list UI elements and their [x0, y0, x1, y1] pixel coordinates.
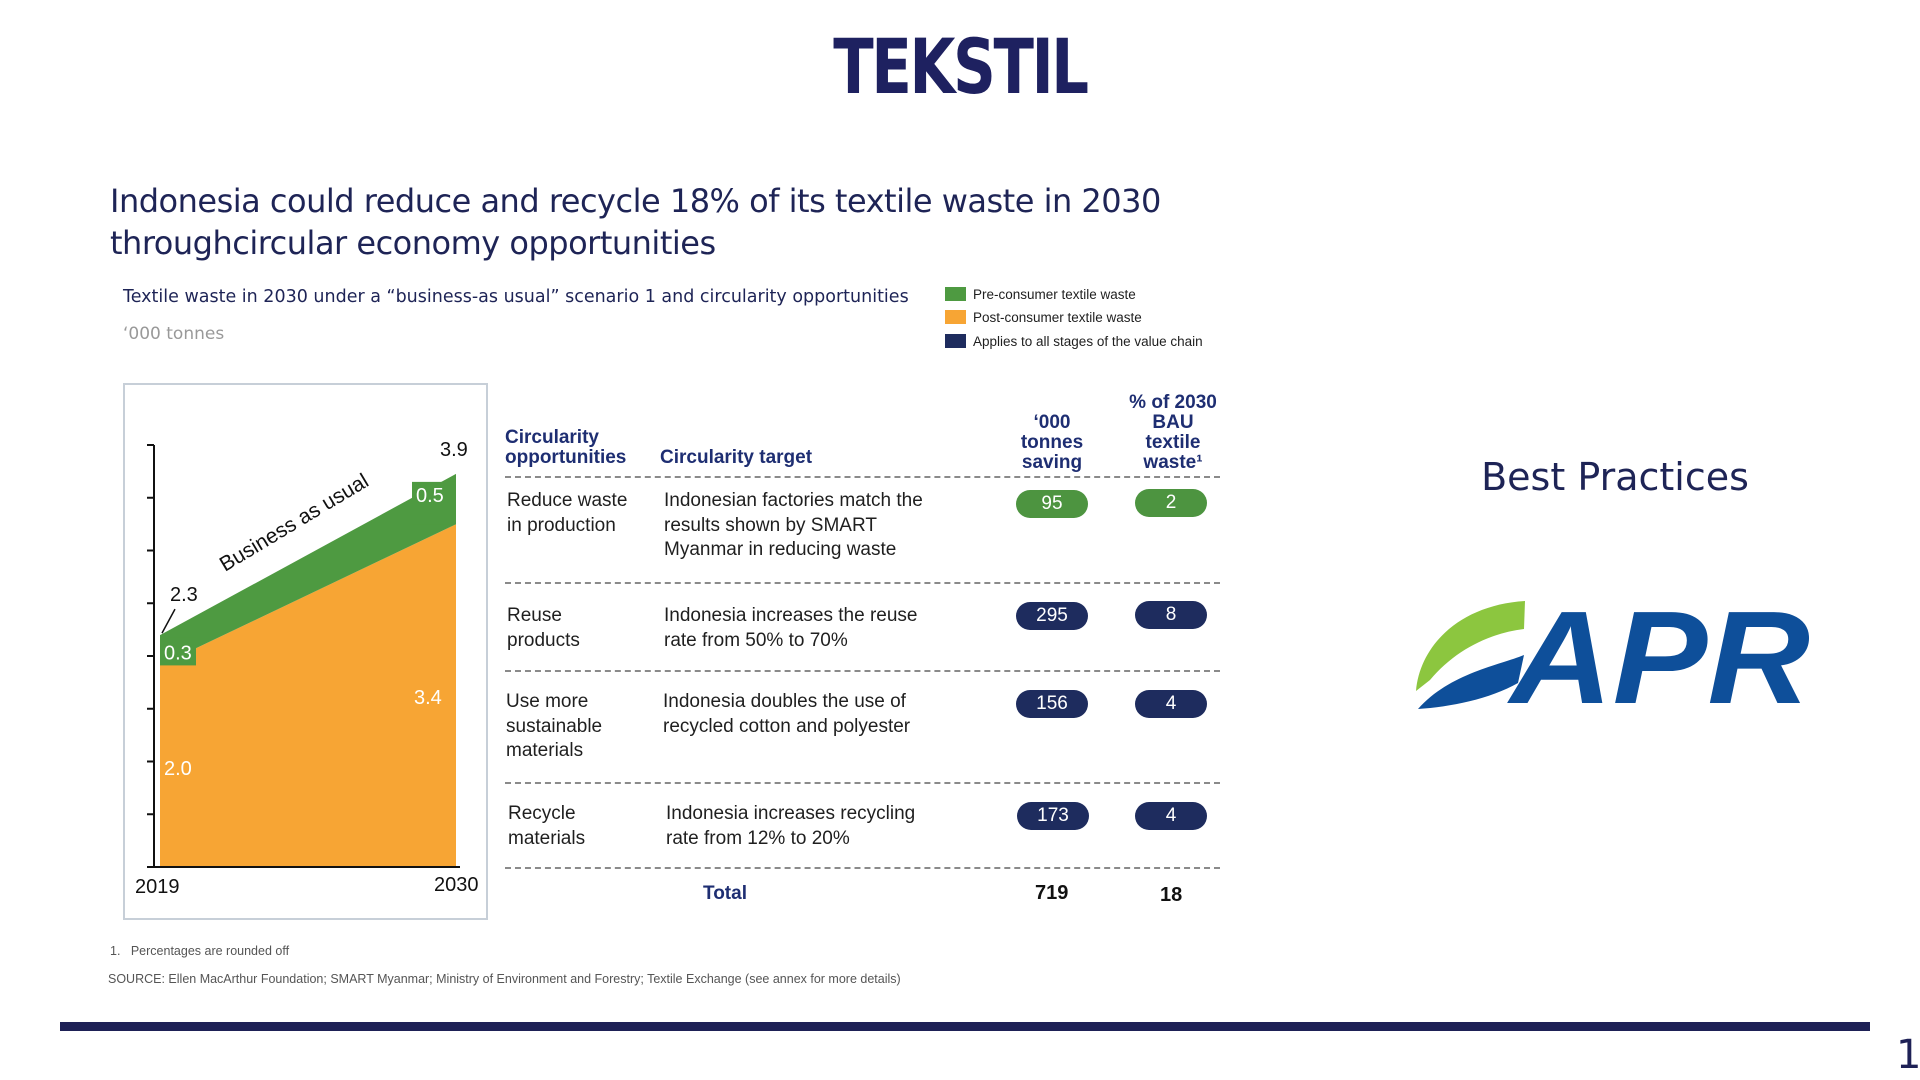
cell-line: Indonesia doubles the use of [663, 691, 906, 712]
cell-line: in production [507, 514, 616, 536]
header-opportunities-line: opportunities [505, 447, 627, 468]
cell-line: sustainable [506, 715, 603, 737]
x-tick-label-2019: 2019 [135, 876, 180, 898]
table-row-4-target: Indonesia increases recycling rate from … [666, 802, 915, 851]
legend-swatch [945, 334, 966, 349]
header-percent: % of 2030 BAU textile waste¹ [1118, 393, 1228, 473]
slide-title: TEKSTIL [833, 22, 1089, 111]
legend-label: Pre-consumer textile waste [973, 286, 1136, 302]
legend-label: Post-consumer textile waste [973, 309, 1142, 325]
header-saving-line: tonnes [1020, 432, 1084, 453]
saving-pill: 295 [1016, 602, 1088, 630]
logo-wordmark: APR [1507, 595, 1810, 715]
area-post-consumer [160, 524, 456, 867]
header-opportunities: Circularity opportunities [505, 428, 626, 468]
table-divider [505, 782, 1220, 784]
label-box-pre-2019 [160, 637, 196, 666]
header-percent-line: waste¹ [1143, 452, 1203, 473]
percent-pill: 2 [1135, 489, 1207, 517]
data-label-pre-2030: 0.5 [416, 485, 444, 507]
table-divider [505, 670, 1220, 672]
total-saving: 719 [1035, 882, 1069, 904]
headline-line-1: Indonesia could reduce and recycle 18% o… [110, 182, 1161, 220]
header-saving-line: ‘000 [1033, 412, 1071, 433]
cell-line: Use more [506, 691, 589, 712]
header-target: Circularity target [660, 447, 813, 468]
source-note: SOURCE: Ellen MacArthur Foundation; SMAR… [108, 972, 901, 986]
header-saving-line: saving [1021, 452, 1083, 473]
table-row-2-opportunity: Reuse products [507, 604, 580, 653]
footnote: 1. Percentages are rounded off [110, 944, 290, 958]
x-tick-label-2030: 2030 [434, 874, 479, 896]
cell-line: materials [506, 740, 584, 761]
table-row-1-opportunity: Reduce waste in production [507, 489, 627, 538]
leader-line-2019 [161, 608, 176, 634]
cell-line: recycled cotton and polyester [663, 715, 911, 737]
table-row-4-opportunity: Recycle materials [508, 802, 585, 851]
cell-line: Indonesian factories match the [664, 490, 923, 511]
total-label: Total [703, 883, 747, 904]
saving-pill: 173 [1017, 802, 1089, 830]
chart-frame: 0.3 0.5 2.0 3.4 2.3 3.9 2019 2030 Business as us… [123, 383, 488, 920]
chart-subtitle: Textile waste in 2030 under a “business-… [123, 287, 909, 307]
cell-line: rate from 50% to 70% [664, 629, 848, 651]
cell-line: Indonesia increases recycling [666, 803, 916, 824]
bottom-rule [60, 1022, 1870, 1031]
headline: Indonesia could reduce and recycle 18% o… [110, 180, 1270, 264]
table-divider [505, 476, 1220, 478]
legend-item-value-chain: Applies to all stages of the value chain [945, 333, 1203, 351]
data-label-post-2019: 2.0 [164, 758, 192, 780]
cell-line: rate from 12% to 20% [666, 827, 850, 849]
headline-line-2: throughcircular economy opportunities [110, 224, 716, 262]
header-opportunities-line: Circularity [505, 427, 599, 448]
area-pre-consumer [160, 473, 456, 666]
header-saving: ‘000 tonnes saving [1010, 413, 1094, 473]
data-label-total-2030: 3.9 [440, 439, 468, 461]
logo-leaf-top-icon [1416, 601, 1525, 691]
percent-pill: 8 [1135, 601, 1207, 629]
data-label-total-2019: 2.3 [170, 584, 198, 606]
header-percent-line: BAU [1152, 412, 1194, 433]
cell-line: Reduce waste [507, 490, 628, 511]
percent-pill: 4 [1135, 690, 1207, 718]
saving-pill: 156 [1016, 690, 1088, 718]
table-divider [505, 867, 1220, 869]
cell-line: Reuse [507, 605, 562, 626]
logo-leaf-bottom-icon [1418, 655, 1524, 709]
header-percent-line: textile [1145, 432, 1201, 453]
cell-line: Myanmar in reducing waste [664, 539, 897, 560]
legend-swatch [945, 287, 966, 302]
legend-label: Applies to all stages of the value chain [973, 333, 1203, 349]
table-row-3-opportunity: Use more sustainable materials [506, 690, 602, 764]
best-practices-heading: Best Practices [1481, 455, 1749, 499]
data-label-post-2030: 3.4 [414, 687, 442, 709]
table-row-1-target: Indonesian factories match the results s… [664, 489, 923, 563]
cell-line: results shown by SMART [664, 514, 877, 536]
legend-swatch [945, 310, 966, 325]
total-percent: 18 [1160, 884, 1183, 906]
header-percent-line: % of 2030 [1129, 392, 1217, 413]
table-row-2-target: Indonesia increases the reuse rate from … [664, 604, 918, 653]
legend-item-post-consumer: Post-consumer textile waste [945, 309, 1142, 327]
apr-logo: APR [1416, 595, 1810, 715]
legend-item-pre-consumer: Pre-consumer textile waste [945, 286, 1136, 304]
table-divider [505, 582, 1220, 584]
cell-line: materials [508, 827, 586, 849]
cell-line: Recycle [508, 803, 576, 824]
saving-pill: 95 [1016, 490, 1088, 518]
label-box-pre-2030 [412, 481, 456, 525]
table-row-3-target: Indonesia doubles the use of recycled co… [663, 690, 910, 739]
chart-units: ‘000 tonnes [123, 324, 225, 344]
cell-line: products [507, 629, 580, 651]
cell-line: Indonesia increases the reuse [664, 605, 918, 626]
percent-pill: 4 [1135, 802, 1207, 830]
data-label-pre-2019: 0.3 [164, 642, 192, 664]
page-number: 1 [1896, 1032, 1920, 1078]
